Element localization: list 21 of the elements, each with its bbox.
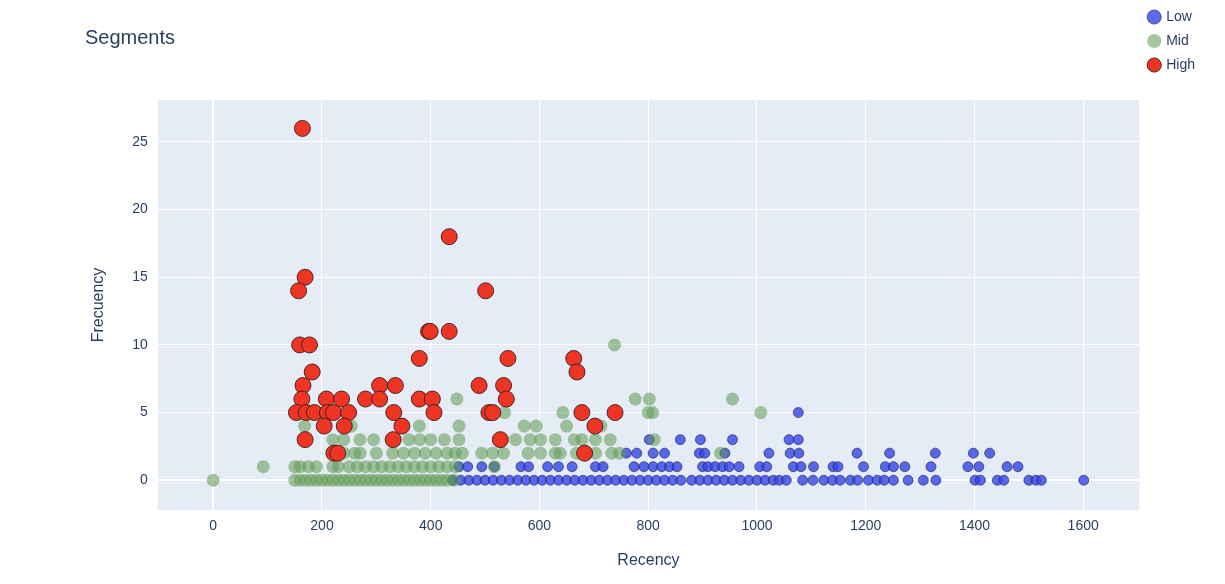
y-tick-label: 20 (132, 200, 148, 217)
x-tick-label: 600 (527, 517, 552, 534)
chart-title: Segments (85, 25, 176, 48)
x-tick-label: 1400 (958, 517, 991, 534)
x-tick-label: 1000 (741, 517, 773, 534)
y-tick-label: 25 (132, 132, 148, 149)
x-tick-label: 800 (636, 517, 661, 534)
y-tick-label: 10 (132, 335, 148, 352)
x-tick-label: 0 (209, 517, 218, 534)
x-tick-label: 1600 (1067, 517, 1099, 534)
x-axis-title: Recency (617, 550, 680, 568)
x-tick-label: 400 (419, 517, 443, 534)
legend-label: Low (1166, 7, 1193, 24)
y-tick-label: 5 (139, 403, 148, 420)
y-tick-label: 15 (132, 268, 148, 285)
legend-label: High (1166, 55, 1195, 72)
legend-label: Mid (1166, 31, 1189, 48)
y-axis-title: Frecuency (89, 267, 107, 343)
x-tick-label: 1200 (850, 517, 882, 534)
y-tick-label: 0 (139, 471, 148, 488)
x-tick-label: 200 (310, 517, 334, 534)
